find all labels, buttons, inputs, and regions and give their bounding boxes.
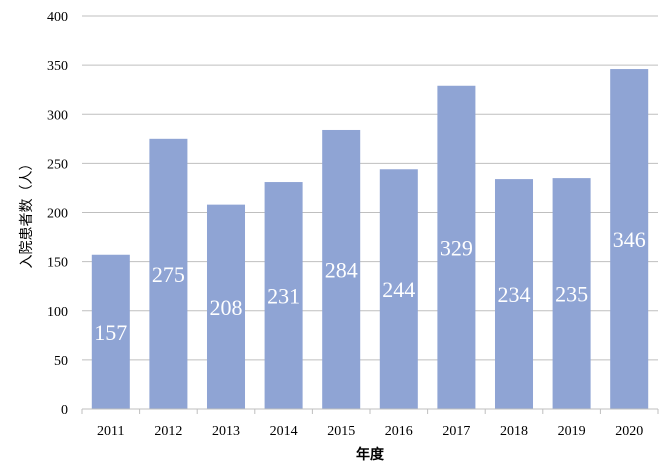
bar-value-label: 208 (210, 295, 243, 320)
x-tick-label: 2015 (327, 424, 355, 439)
x-tick-label: 2012 (154, 424, 182, 439)
bar-2012 (149, 138, 188, 409)
y-tick-label: 350 (47, 59, 68, 74)
x-tick-label: 2019 (558, 424, 586, 439)
data-labels: 157 275 208 231 284 244 329 234 235 346 (94, 227, 645, 345)
y-tick-label: 50 (54, 354, 68, 369)
y-tick-label: 400 (47, 10, 68, 25)
bar-value-label: 329 (440, 235, 473, 260)
x-axis-title: 年度 (356, 446, 385, 463)
bar-2016 (379, 169, 418, 409)
x-tick-label: 2020 (615, 424, 643, 439)
bar-2014 (264, 182, 303, 409)
x-tick-label: 2014 (270, 424, 298, 439)
y-tick-label: 0 (61, 403, 68, 418)
y-tick-label: 100 (47, 305, 68, 320)
bar-2018 (494, 179, 534, 409)
bars (91, 69, 649, 410)
x-tick-label: 2013 (212, 424, 240, 439)
bar-value-label: 275 (152, 262, 185, 287)
y-axis-ticks: 0 50 100 150 200 250 300 350 400 (47, 10, 68, 418)
bar-value-label: 157 (94, 320, 127, 345)
bar-value-label: 235 (555, 282, 588, 307)
y-axis-title: 入院患者数（人） (19, 157, 35, 269)
bar-2013 (206, 204, 246, 409)
bar-value-label: 346 (613, 227, 646, 252)
bar-2019 (552, 178, 591, 409)
y-tick-label: 200 (47, 207, 68, 222)
bar-2011 (91, 254, 130, 409)
bar-value-label: 234 (498, 282, 531, 307)
bar-value-label: 244 (382, 277, 415, 302)
bar-2020 (610, 69, 649, 410)
x-tick-label: 2011 (97, 424, 124, 439)
y-tick-label: 300 (47, 108, 68, 123)
x-tick-label: 2016 (385, 424, 413, 439)
bar-2017 (437, 85, 476, 409)
y-tick-label: 150 (47, 256, 68, 271)
x-axis-ticks: 2011 2012 2013 2014 2015 2016 2017 2018 2019 2020 (81, 409, 659, 439)
bar-2015 (322, 129, 361, 409)
bar-value-label: 231 (267, 284, 300, 309)
y-tick-label: 250 (47, 157, 68, 172)
x-tick-label: 2017 (442, 424, 470, 439)
bar-value-label: 284 (325, 257, 358, 282)
x-tick-label: 2018 (500, 424, 528, 439)
